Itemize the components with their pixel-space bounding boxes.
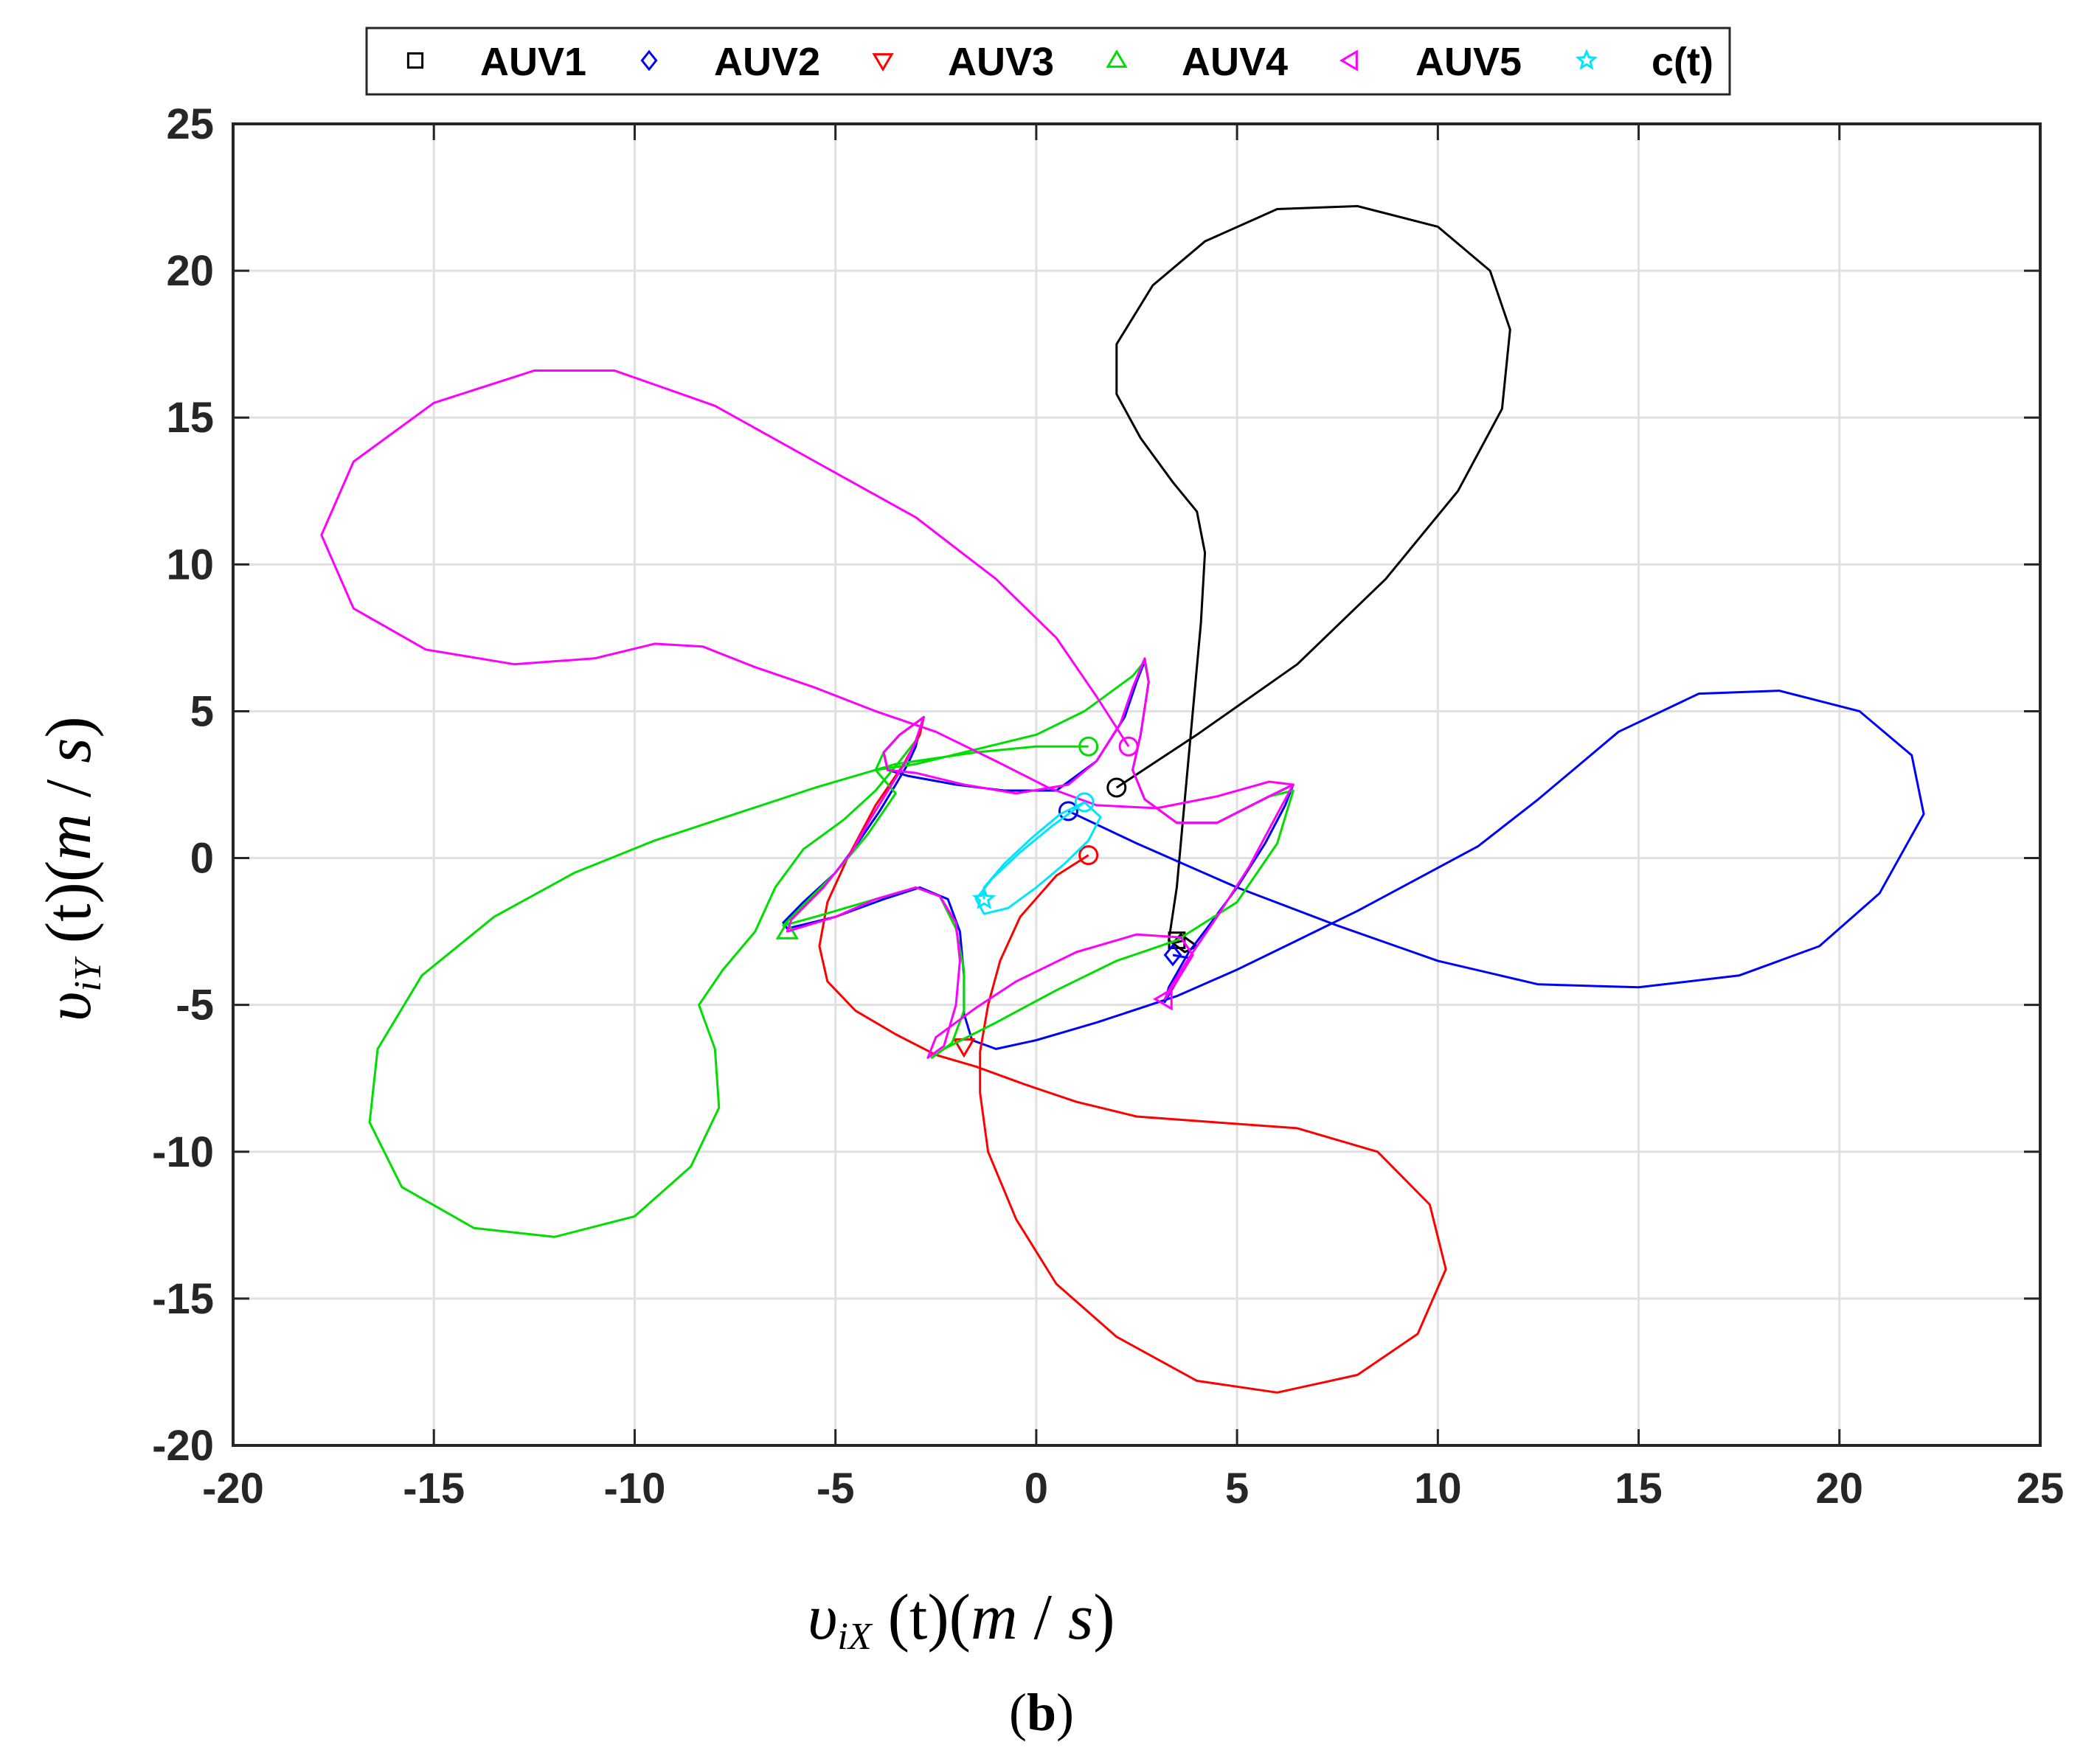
start-point-auv5	[1118, 736, 1139, 757]
series-line-auv5	[320, 369, 1294, 1059]
series-line-auv1	[1115, 205, 1511, 954]
legend-entry-auv2: AUV2	[640, 40, 820, 84]
legend-label-auv1: AUV1	[480, 40, 586, 84]
y-axis-title: υiY (t)(m / s)	[33, 716, 109, 1021]
series-auv1	[1106, 205, 1511, 954]
x-axis-subscript: iX	[837, 1616, 873, 1658]
y-axis-unit-s: s	[33, 738, 105, 763]
axis-ticks	[232, 122, 2042, 1447]
y-axis-arg: (t)(	[33, 861, 105, 959]
x-tick-label: -15	[403, 1465, 465, 1513]
y-tick-label: 10	[166, 541, 214, 588]
start-point-auv4	[1078, 736, 1099, 757]
legend-marker-auv3	[872, 53, 894, 72]
series-line-ct	[974, 801, 1102, 915]
series-auv4	[368, 660, 1294, 1238]
legend-entry-auv4: AUV4	[1106, 40, 1288, 84]
series-auv2	[782, 660, 1925, 1050]
x-tick-label: 0	[1025, 1465, 1048, 1513]
legend-entry-auv5: AUV5	[1339, 40, 1522, 84]
y-axis-symbol: υ	[33, 992, 105, 1021]
legend: AUV1 AUV2 AUV3 AUV4 AUV5 c(t)	[365, 27, 1731, 96]
start-point-ct	[1074, 792, 1095, 813]
y-tick-label: -5	[176, 982, 214, 1029]
panel-label-letter: b	[1027, 1683, 1056, 1742]
y-tick-label: -15	[152, 1275, 214, 1323]
series-ct	[971, 792, 1102, 915]
x-tick-label: -20	[202, 1465, 264, 1513]
start-point-auv3	[1078, 845, 1099, 866]
series-layer	[320, 205, 1925, 1394]
legend-label-auv3: AUV3	[948, 40, 1054, 84]
legend-label-auv4: AUV4	[1182, 40, 1288, 84]
panel-label: (b)	[1009, 1683, 1074, 1742]
y-tick-label: 25	[166, 100, 214, 148]
plot-frame	[232, 122, 2042, 1447]
panel-label-close: )	[1056, 1683, 1074, 1742]
legend-marker-auv2	[640, 49, 658, 72]
panel-label-open: (	[1009, 1683, 1027, 1742]
legend-marker-auv4	[1106, 49, 1128, 68]
series-auv3	[818, 715, 1447, 1394]
x-tick-label: 15	[1615, 1465, 1663, 1513]
series-line-auv3	[818, 715, 1447, 1394]
y-tick-label: 0	[190, 835, 214, 883]
series-auv5	[320, 369, 1294, 1059]
y-tick-label: 15	[166, 394, 214, 442]
legend-marker-auv5	[1339, 49, 1358, 72]
end-marker-auv2	[1163, 943, 1182, 967]
legend-label-auv5: AUV5	[1415, 40, 1522, 84]
legend-entry-ct: c(t)	[1575, 40, 1713, 84]
x-tick-label: 5	[1225, 1465, 1249, 1513]
start-point-auv2	[1058, 801, 1078, 822]
end-marker-ct	[971, 886, 997, 909]
x-tick-label: 10	[1414, 1465, 1462, 1513]
y-tick-label: -10	[152, 1128, 214, 1176]
start-point-auv1	[1106, 777, 1127, 798]
legend-box	[365, 27, 1731, 96]
y-tick-label: 5	[190, 687, 214, 735]
x-tick-label: 20	[1816, 1465, 1864, 1513]
x-axis-slash: /	[1018, 1582, 1068, 1653]
legend-label-auv2: AUV2	[714, 40, 820, 84]
x-axis-arg: (t)(	[872, 1582, 971, 1653]
x-axis-unit-m: m	[971, 1582, 1018, 1653]
end-marker-auv1	[1168, 931, 1186, 949]
tick-labels: -20 -15 -10 -5 0 5 10 15 20 25 -20 -15 -10 -5 0 5 10 15 20…	[152, 100, 2064, 1513]
legend-entry-auv3: AUV3	[872, 40, 1054, 84]
legend-marker-ct	[1575, 49, 1598, 70]
x-tick-label: -10	[604, 1465, 666, 1513]
y-axis-subscript: iY	[67, 956, 109, 991]
legend-label-ct: c(t)	[1652, 40, 1713, 84]
x-axis-title: υiX (t)(m / s)	[808, 1582, 1115, 1658]
legend-entries: AUV1 AUV2 AUV3 AUV4 AUV5 c(t)	[406, 40, 1713, 84]
y-tick-label: 20	[166, 247, 214, 295]
legend-marker-auv1	[406, 52, 424, 69]
series-line-auv2	[782, 660, 1925, 1050]
grid	[232, 122, 2042, 1447]
x-tick-label: 25	[2017, 1465, 2065, 1513]
y-axis-unit-m: m	[33, 813, 105, 861]
x-tick-label: -5	[817, 1465, 855, 1513]
x-axis-close: )	[1093, 1582, 1115, 1653]
end-marker-auv5	[1153, 987, 1173, 1011]
x-axis-unit-s: s	[1068, 1582, 1093, 1653]
series-line-auv4	[368, 660, 1294, 1238]
x-axis-symbol: υ	[808, 1582, 837, 1653]
y-tick-label: -20	[152, 1422, 214, 1470]
y-axis-close: )	[33, 716, 105, 737]
legend-entry-auv1: AUV1	[406, 40, 586, 84]
y-axis-slash: /	[33, 763, 105, 813]
